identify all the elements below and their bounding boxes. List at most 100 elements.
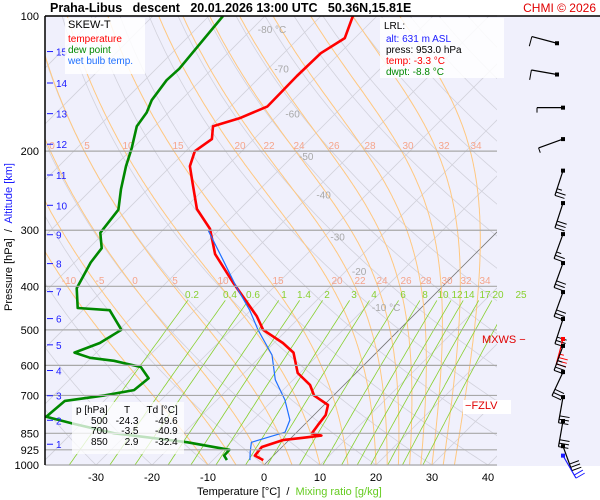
mixing-ratio-line <box>267 300 370 465</box>
barb-staff <box>538 138 564 149</box>
series-wet-bulb-temp <box>207 229 291 461</box>
pressure-tick-label: 300 <box>21 225 39 237</box>
lrl-press: press: 953.0 hPa <box>386 45 462 56</box>
pressure-tick-label: 925 <box>21 445 39 457</box>
barb-feather <box>571 466 582 472</box>
lrl-temp: temp: -3.3 °C <box>386 56 446 67</box>
altitude-tick-label: 12 <box>56 140 68 151</box>
wind-barb <box>528 35 559 47</box>
legend: SKEW-T temperature dew point wet bulb te… <box>65 18 145 74</box>
isotherm-label: -20 <box>352 267 367 278</box>
mixing-ratio-label: 8 <box>422 290 428 301</box>
barb-feather <box>529 69 532 80</box>
lrl-box: LRL: alt: 631 m ASL press: 953.0 hPa tem… <box>380 18 504 78</box>
moist-adiabat-label: 26 <box>328 141 340 152</box>
altitude-tick-label: 6 <box>56 315 62 326</box>
barb-station-dot <box>561 444 565 449</box>
mixing-ratio-line <box>322 300 421 465</box>
table-header: p [hPa] T Td [°C] <box>72 402 182 417</box>
mixing-ratio-line <box>215 300 323 465</box>
chart-title: Praha-Libus descent 20.01.2026 13:00 UTC… <box>50 1 412 15</box>
temperature-tick-label: -10 <box>200 472 216 484</box>
fzlv-label: FZLV <box>471 400 498 412</box>
barb-station-dot <box>555 72 559 77</box>
wind-barb <box>557 395 570 425</box>
mixing-ratio-line <box>422 323 497 465</box>
mixing-ratio-label: 0.4 <box>223 290 237 301</box>
barb-feather <box>556 251 562 255</box>
barb-staff <box>557 420 564 447</box>
barb-feather <box>555 339 566 344</box>
barb-station-dot <box>561 370 565 375</box>
altitude-tick-label: 11 <box>56 171 67 182</box>
wind-barb <box>561 444 582 472</box>
cell: -32.4 <box>154 436 178 448</box>
temperature-tick-label: -30 <box>88 472 104 484</box>
wind-barb <box>554 201 567 232</box>
temperature-tick-label: 30 <box>426 472 438 484</box>
barb-staff <box>553 345 564 371</box>
series-temperature <box>188 16 355 462</box>
altitude-tick-label: 4 <box>56 367 62 378</box>
moist-adiabat-label: 34 <box>470 141 482 152</box>
moist-adiabat-label: 24 <box>376 276 388 287</box>
barb-feather <box>559 442 570 446</box>
wind-barb <box>538 137 565 153</box>
barb-station-dot <box>561 453 565 458</box>
barb-staff <box>557 397 564 423</box>
cell: -3.5 <box>121 426 139 437</box>
mixing-ratio-label: 3 <box>351 290 357 301</box>
isotherm <box>151 119 497 465</box>
barb-staff <box>553 233 564 259</box>
barb-staff <box>553 291 564 317</box>
isotherm-label: -30 <box>330 233 345 244</box>
isotherm <box>45 16 266 237</box>
mxws-marker: MXWS − <box>482 334 526 346</box>
pressure-tick-label: 1000 <box>15 460 39 472</box>
moist-adiabat-label: 20 <box>331 276 343 287</box>
col-header: p [hPa] <box>76 405 108 416</box>
barb-staff <box>531 35 558 44</box>
barb-feather <box>554 388 565 394</box>
barb-staff <box>554 170 564 196</box>
barb-feather <box>556 220 567 225</box>
barb-feather <box>558 422 569 425</box>
lrl-title: LRL: <box>384 21 406 32</box>
wind-barb <box>554 168 566 199</box>
isotherm <box>207 175 497 465</box>
zero-isotherm <box>263 231 497 465</box>
moist-adiabat-label: 32 <box>438 141 450 152</box>
separator: / <box>280 486 296 498</box>
dry-adiabat <box>206 16 497 335</box>
barb-feather <box>557 360 563 363</box>
isotherm <box>45 16 210 181</box>
mixing-ratio-label: 14 <box>463 290 475 301</box>
x-axis-temperature-label: Temperature [°C] <box>197 486 281 498</box>
copyright: CHMI © 2026 <box>523 1 596 15</box>
isotherm-label: -70 <box>274 65 289 76</box>
cell: 500 <box>91 415 108 427</box>
dry-adiabat <box>235 16 497 302</box>
barb-feather <box>556 309 567 314</box>
cell: 700 <box>91 426 108 437</box>
barb-feather <box>569 460 580 465</box>
isotherm-label: -40 <box>316 191 331 202</box>
isotherm <box>45 16 322 293</box>
moist-adiabat-label: 5 <box>172 276 178 287</box>
moist-adiabat-label: -5 <box>96 276 105 287</box>
pressure-tick-label: 400 <box>21 281 39 293</box>
isotherm <box>45 16 378 349</box>
barb-staff <box>554 318 564 344</box>
cell: 2.9 <box>124 436 139 448</box>
moist-adiabat-label: 32 <box>460 276 472 287</box>
barb-station-dot <box>561 317 565 322</box>
y-axis-pressure-label: Pressure [hPa] <box>3 238 15 311</box>
barb-feather <box>557 356 568 361</box>
wind-barb <box>561 453 585 479</box>
moist-adiabat-label: 15 <box>172 141 184 152</box>
altitude-tick-label: 13 <box>56 110 68 121</box>
barb-feather <box>555 366 565 371</box>
barb-feather <box>570 463 581 468</box>
wind-barb <box>553 290 567 321</box>
